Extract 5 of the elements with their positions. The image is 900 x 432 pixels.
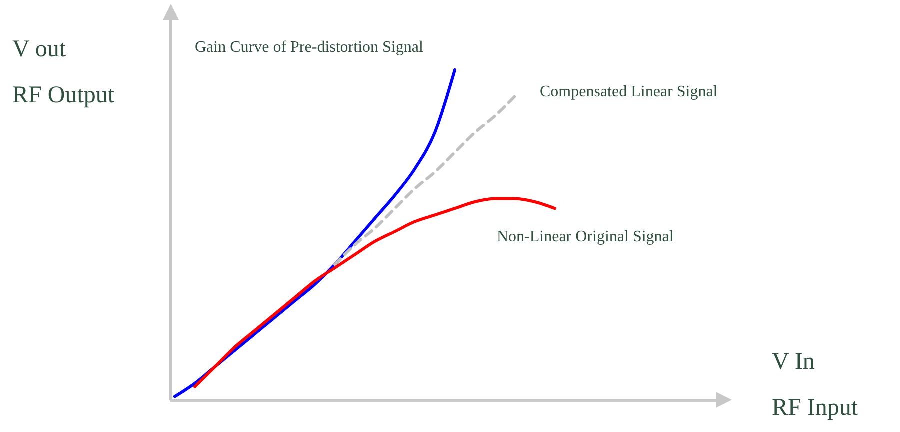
text: Gain Curve of Pre-distortion Signal [195,39,424,56]
series-label: Non-Linear Original Signal [497,228,674,246]
text: V In RF Input [772,349,858,421]
series-label: Compensated Linear Signal [540,83,718,100]
y-axis-title: V out RF Output [12,36,115,108]
